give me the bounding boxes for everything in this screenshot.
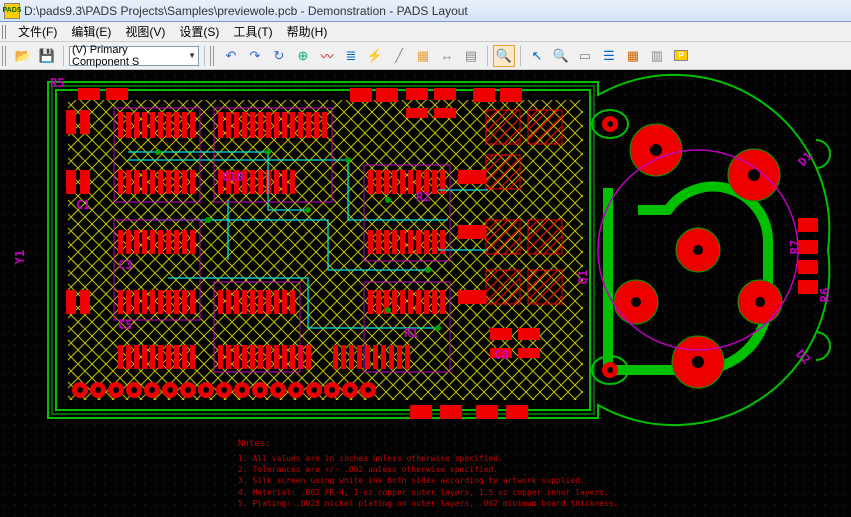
notes-line: 5. Plating: .0025 nickel plating on oute…	[238, 498, 619, 509]
menu-edit[interactable]: 编辑(E)	[65, 21, 117, 42]
open-button[interactable]: 📂	[12, 45, 34, 67]
zoom-button[interactable]: 🔍	[493, 45, 515, 67]
trace-icon: ╱	[395, 48, 403, 64]
titlebar: PADS D:\pads9.3\PADS Projects\Samples\pr…	[0, 0, 851, 22]
notes-line: 2. Tolerances are +/- .002 unless otherw…	[238, 464, 619, 475]
ref-C5: C5	[118, 318, 132, 332]
grid-button[interactable]: ▤	[460, 45, 482, 67]
logo-button[interactable]: P	[670, 45, 692, 67]
script-icon: ≣	[346, 48, 357, 64]
pcb-canvas[interactable]: R5 Y1 C1 C3 C5 C8 C10 R1 R2 Q1 R6 R7 D1 …	[0, 70, 851, 517]
toolbar-grip-1	[2, 46, 8, 66]
target-button[interactable]: ⊕	[292, 45, 314, 67]
ref-C10: C10	[222, 170, 244, 184]
window-title: D:\pads9.3\PADS Projects\Samples\preview…	[24, 4, 468, 18]
menu-view[interactable]: 视图(V)	[119, 21, 171, 42]
separator	[487, 46, 488, 66]
list-icon: ☰	[603, 48, 615, 64]
trace-button[interactable]: ╱	[388, 45, 410, 67]
layer-dropdown-value: (V) Primary Component S	[72, 44, 184, 68]
wave-icon: 〰	[320, 46, 333, 65]
sheet-icon: ▭	[579, 48, 591, 64]
lib-icon: ▥	[651, 48, 663, 64]
app-icon: PADS	[4, 3, 20, 19]
target-icon: ⊕	[298, 48, 309, 64]
toolbar: 📂 💾 (V) Primary Component S ▼ ↶ ↷ ↻ ⊕ 〰 …	[0, 42, 851, 70]
measure-button[interactable]: ↔	[436, 45, 458, 67]
ref-R1: R1	[404, 326, 418, 340]
layers-icon: ▦	[627, 48, 639, 64]
open-icon: 📂	[15, 48, 31, 64]
menubar-grip	[2, 25, 8, 39]
grid-icon: ▤	[465, 48, 477, 64]
menubar: 文件(F) 编辑(E) 视图(V) 设置(S) 工具(T) 帮助(H)	[0, 22, 851, 42]
undo-button[interactable]: ↶	[220, 45, 242, 67]
menu-file[interactable]: 文件(F)	[12, 21, 63, 42]
toolbar-grip-2	[210, 46, 216, 66]
logo-icon: P	[674, 50, 687, 61]
ref-R6: R6	[818, 288, 832, 302]
notes-block: Notes: 1. All values are in inches unles…	[238, 438, 619, 509]
ref-C3: C3	[118, 258, 132, 272]
highlight-button[interactable]: ⚡	[364, 45, 386, 67]
save-icon: 💾	[39, 48, 55, 64]
ref-Y1: Y1	[13, 250, 27, 264]
zoom-icon: 🔍	[496, 48, 512, 64]
lib-button[interactable]: ▥	[646, 45, 668, 67]
layers-button[interactable]: ▦	[622, 45, 644, 67]
redo-icon: ↷	[250, 48, 261, 64]
script-button[interactable]: ≣	[340, 45, 362, 67]
fit-button[interactable]: 🔍	[550, 45, 572, 67]
notes-heading: Notes:	[238, 438, 619, 451]
pointer-icon: ↖	[532, 48, 543, 64]
undo-icon: ↶	[226, 48, 237, 64]
redo-button[interactable]: ↷	[244, 45, 266, 67]
measure-icon: ↔	[441, 48, 454, 63]
ref-Q1: Q1	[576, 270, 590, 284]
pointer-button[interactable]: ↖	[526, 45, 548, 67]
menu-setup[interactable]: 设置(S)	[173, 21, 225, 42]
menu-tools[interactable]: 工具(T)	[227, 21, 278, 42]
separator	[63, 46, 64, 66]
chip-button[interactable]: ▦	[412, 45, 434, 67]
fit-icon: 🔍	[553, 48, 569, 64]
ref-C1: C1	[76, 198, 90, 212]
notes-line: 3. Silk screen using white ink both side…	[238, 475, 619, 486]
wave-button[interactable]: 〰	[316, 45, 338, 67]
highlight-icon: ⚡	[367, 48, 383, 64]
menu-help[interactable]: 帮助(H)	[281, 21, 334, 42]
save-button[interactable]: 💾	[36, 45, 58, 67]
cycle-button[interactable]: ↻	[268, 45, 290, 67]
layer-dropdown[interactable]: (V) Primary Component S ▼	[69, 46, 199, 66]
ref-R7: R7	[788, 240, 802, 254]
ref-C8: C8	[494, 348, 508, 362]
cycle-icon: ↻	[274, 48, 285, 64]
chip-icon: ▦	[417, 48, 429, 64]
ref-R5: R5	[50, 76, 64, 90]
sheet-button[interactable]: ▭	[574, 45, 596, 67]
ref-R2: R2	[416, 190, 430, 204]
notes-line: 1. All values are in inches unless other…	[238, 453, 619, 464]
app-window: PADS D:\pads9.3\PADS Projects\Samples\pr…	[0, 0, 851, 517]
list-button[interactable]: ☰	[598, 45, 620, 67]
chevron-down-icon: ▼	[188, 51, 196, 60]
notes-line: 4. Material: .062 FR-4, 1-oz copper oute…	[238, 487, 619, 498]
separator	[520, 46, 521, 66]
separator	[204, 46, 205, 66]
